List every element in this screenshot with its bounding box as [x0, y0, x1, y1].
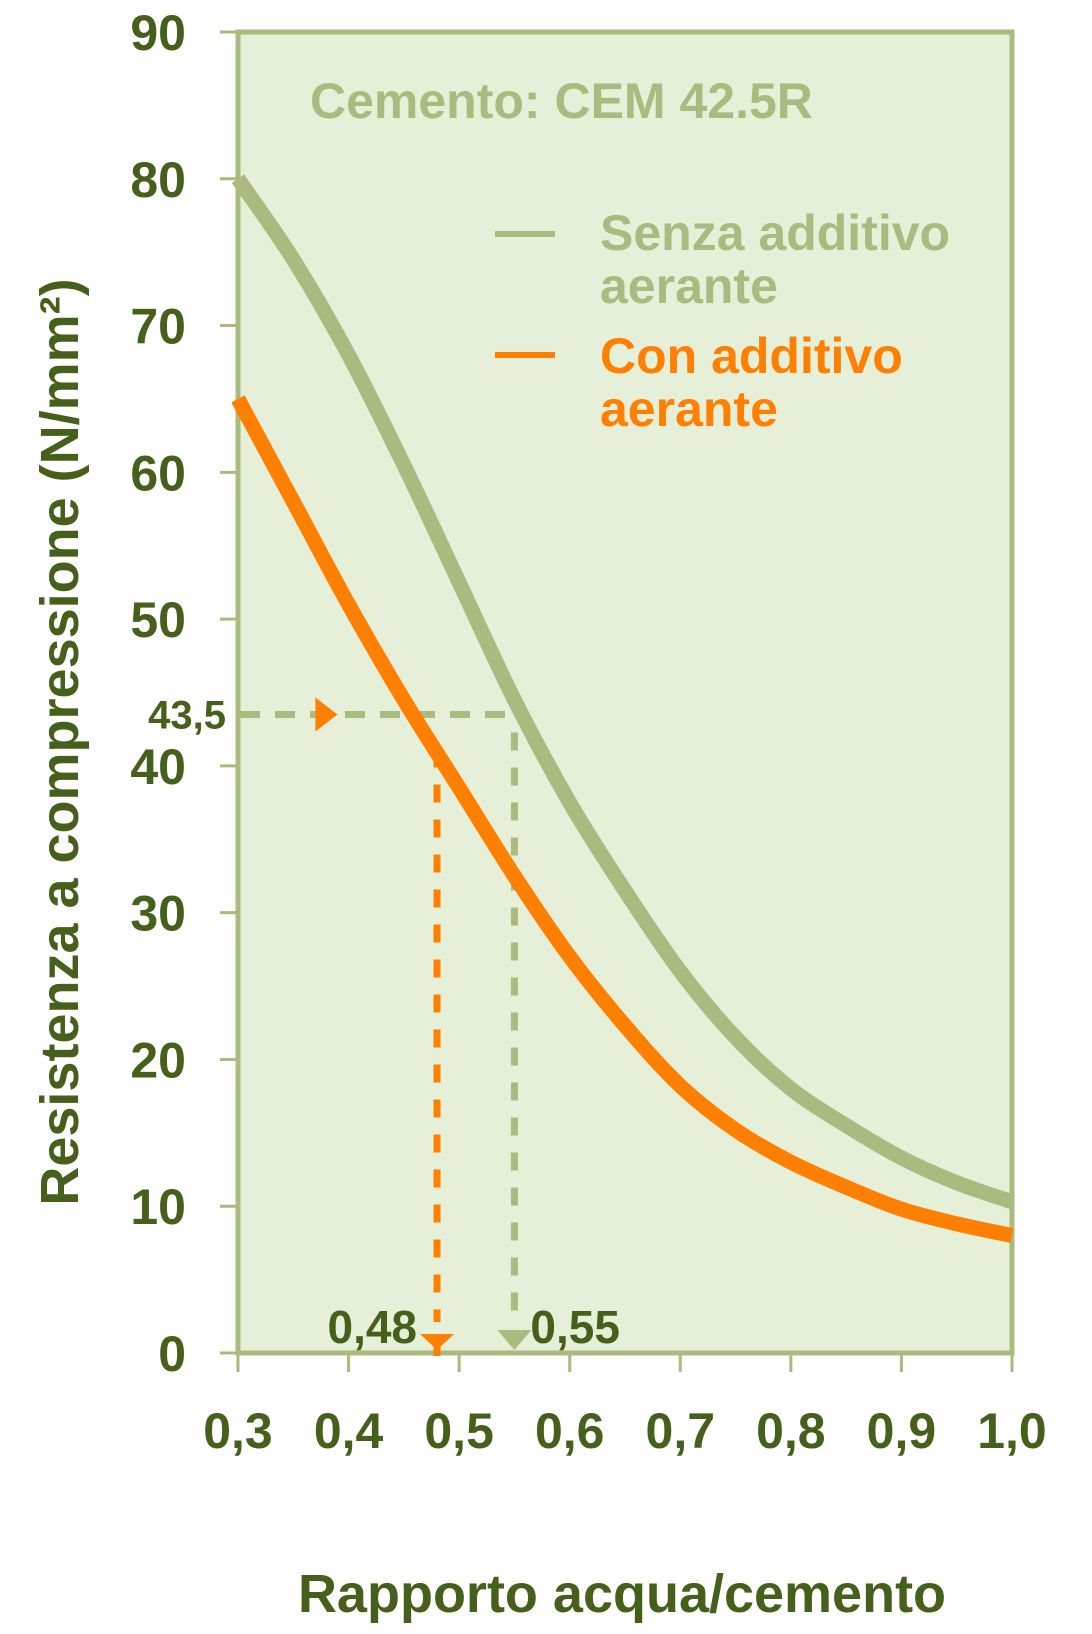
y-tick-label: 80 — [130, 152, 186, 208]
y-tick-label: 20 — [130, 1032, 186, 1088]
x-tick-label: 0,6 — [535, 1403, 605, 1459]
legend-label-line2: aerante — [600, 381, 778, 437]
y-tick-label: 40 — [130, 739, 186, 795]
y-axis: 0 10 20 30 40 50 60 70 80 90 — [130, 5, 238, 1382]
y-tick-label: 50 — [130, 592, 186, 648]
legend-label-line1: Con additivo — [600, 328, 903, 384]
legend-label-line1: Senza additivo — [600, 205, 950, 261]
legend-item-con: Con additivo aerante — [495, 328, 903, 437]
y-axis-title: Resistenza a compressione (N/mm²) — [30, 278, 90, 1205]
y-tick-label: 60 — [130, 445, 186, 501]
x-tick-label: 1,0 — [977, 1403, 1047, 1459]
y-tick-label: 10 — [130, 1179, 186, 1235]
annotation-0-48: 0,48 — [327, 1301, 417, 1353]
y-tick-label: 30 — [130, 886, 186, 942]
legend-item-senza: Senza additivo aerante — [495, 205, 950, 314]
plot-area — [235, 29, 1015, 1356]
y-tick-label: 90 — [130, 5, 186, 61]
annotation-43-5: 43,5 — [148, 694, 226, 738]
annotations: 43,5 0,48 0,55 — [148, 694, 620, 1356]
x-tick-label: 0,9 — [867, 1403, 937, 1459]
x-tick-label: 0,7 — [646, 1403, 716, 1459]
series-line-senza-additivo — [231, 174, 1015, 1209]
arrow-down-icon — [497, 1330, 532, 1350]
annotation-0-55: 0,55 — [530, 1301, 620, 1353]
x-axis: 0,3 0,4 0,5 0,6 0,7 0,8 0,9 1,0 — [203, 1353, 1047, 1459]
series-line-con-additivo — [231, 395, 1014, 1243]
x-tick-label: 0,3 — [203, 1403, 273, 1459]
legend: Senza additivo aerante Con additivo aera… — [495, 205, 950, 437]
x-tick-label: 0,5 — [424, 1403, 494, 1459]
x-axis-title: Rapporto acqua/cemento — [298, 1564, 946, 1624]
chart-subtitle: Cemento: CEM 42.5R — [310, 73, 813, 129]
legend-label-line2: aerante — [600, 258, 778, 314]
x-tick-label: 0,8 — [756, 1403, 826, 1459]
y-tick-label: 70 — [130, 299, 186, 355]
arrow-right-icon — [315, 697, 338, 732]
x-tick-label: 0,4 — [314, 1403, 384, 1459]
y-tick-label: 0 — [158, 1326, 186, 1382]
